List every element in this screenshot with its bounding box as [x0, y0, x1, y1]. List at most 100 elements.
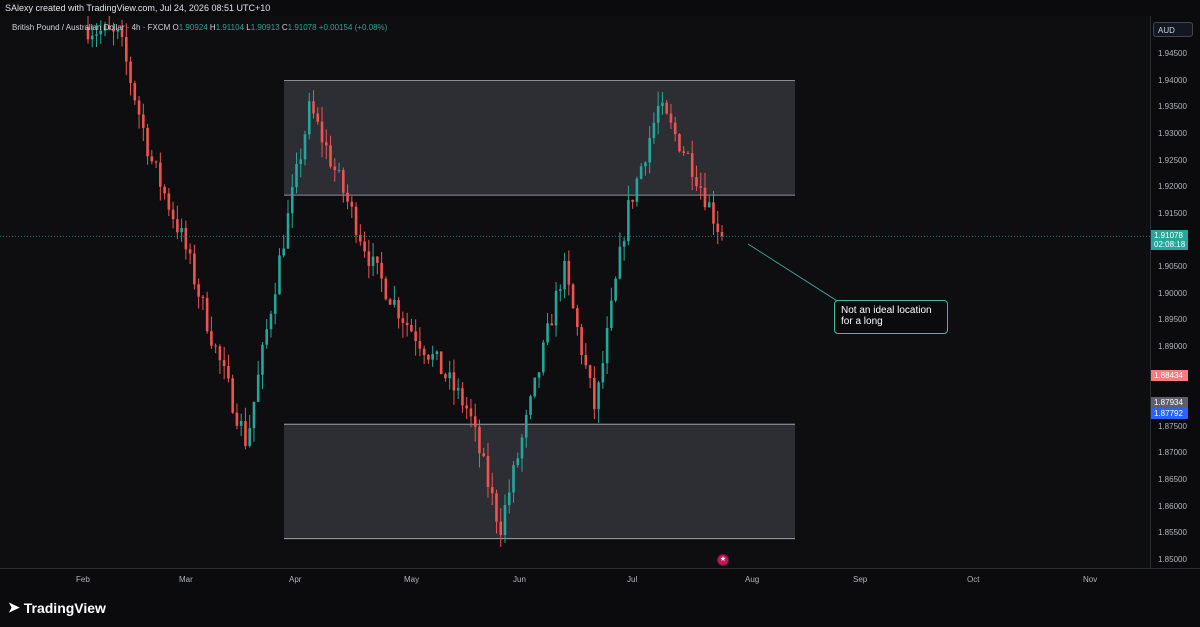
price-tick-label: 1.87500: [1158, 421, 1187, 431]
candle-body: [103, 25, 107, 31]
candle-body: [644, 162, 647, 167]
price-axis[interactable]: [1150, 16, 1200, 568]
price-tag-blue: 1.87792: [1151, 408, 1188, 419]
candle-body: [533, 377, 537, 397]
candle-body: [720, 232, 724, 237]
candle-body: [580, 327, 583, 356]
candle-body: [180, 227, 183, 233]
candle-body: [184, 227, 188, 250]
price-tick-label: 1.85000: [1158, 555, 1187, 564]
tradingview-logo-icon: ➤: [8, 599, 20, 615]
candle-body: [707, 202, 711, 208]
candle-body: [359, 234, 362, 242]
candle-body: [461, 388, 464, 406]
annotation-line-2: for a long: [841, 316, 883, 327]
candle-body: [490, 486, 494, 494]
time-tick-label: Jun: [513, 575, 526, 584]
candle-body: [388, 299, 392, 305]
candle-body: [176, 219, 179, 233]
candle-body: [201, 296, 205, 298]
candle-body: [512, 465, 515, 493]
annotation-line-1: Not an ideal location: [841, 305, 932, 316]
candle-body: [282, 248, 286, 256]
time-tick-label: Apr: [289, 575, 302, 584]
candle-body: [605, 328, 609, 364]
candle-body: [342, 170, 345, 193]
candle-body: [235, 412, 239, 426]
candle-body: [414, 331, 417, 342]
candle-body: [686, 152, 690, 154]
annotation-callout[interactable]: Not an ideal location for a long: [834, 300, 948, 334]
candle-body: [593, 377, 596, 410]
price-tick-label: 1.89000: [1158, 341, 1187, 351]
candle-body: [227, 366, 230, 379]
time-tick-label: Oct: [967, 575, 980, 584]
candle-body: [393, 299, 396, 305]
candle-body: [656, 105, 660, 123]
price-tick-label: 1.86000: [1158, 501, 1187, 511]
candle-body: [546, 323, 549, 343]
candle-body: [244, 420, 247, 446]
candle-body: [303, 134, 307, 160]
candle-body: [703, 187, 707, 208]
candle-body: [120, 30, 124, 37]
candle-body: [376, 256, 379, 263]
candle-body: [269, 313, 273, 330]
candle-body: [482, 453, 486, 457]
candle-body: [231, 378, 234, 413]
candle-body: [218, 346, 222, 361]
candle-body: [422, 348, 426, 356]
candle-body: [444, 374, 447, 379]
candle-body: [631, 199, 634, 202]
candle-body: [320, 121, 324, 143]
candle-body: [665, 102, 668, 114]
candle-body: [516, 458, 520, 466]
price-tag-red: 1.88434: [1151, 370, 1188, 381]
callout-pointer-line: [747, 243, 843, 305]
candle-body: [410, 325, 413, 332]
candle-body: [137, 100, 141, 115]
candle-body: [537, 372, 541, 378]
currency-selector[interactable]: AUD: [1153, 22, 1193, 37]
candle-body: [367, 251, 371, 266]
candle-body: [584, 355, 588, 366]
candlestick-chart[interactable]: [0, 16, 1150, 568]
candle-body: [550, 323, 554, 326]
candle-body: [193, 253, 196, 285]
price-tick-label: 1.92000: [1158, 182, 1187, 192]
candle-body: [188, 249, 192, 254]
candle-body: [427, 355, 430, 360]
time-axis[interactable]: Feb Mar Apr May Jun Jul Aug Sep Oct Nov: [0, 568, 1200, 589]
candle-body: [239, 420, 243, 426]
price-tick-label: 1.94500: [1158, 49, 1187, 58]
candle-body: [363, 241, 366, 252]
candle-body: [252, 401, 256, 429]
candle-body: [405, 322, 409, 326]
candle-body: [286, 213, 290, 249]
candle-body: [601, 363, 605, 383]
candle-body: [597, 382, 600, 410]
candle-body: [261, 344, 264, 375]
candle-body: [197, 284, 200, 297]
legend-symbol[interactable]: British Pound / Australian Dollar · 4h ·…: [12, 23, 171, 32]
chart-pane[interactable]: [0, 16, 1150, 568]
candle-body: [622, 241, 626, 247]
candle-body: [520, 437, 524, 459]
time-tick-label: May: [404, 575, 420, 584]
candle-body: [290, 187, 294, 214]
candle-body: [107, 25, 111, 30]
candle-body: [124, 36, 128, 62]
economic-event-icon[interactable]: ★: [717, 554, 729, 566]
candle-body: [210, 331, 213, 346]
candle-body: [486, 456, 490, 487]
candle-body: [529, 396, 532, 415]
candle-body: [418, 341, 422, 349]
candle-body: [716, 223, 720, 233]
candle-body: [469, 408, 473, 417]
chart-header: SAlexy created with TradingView.com, Jul…: [0, 0, 1200, 16]
candle-body: [554, 290, 558, 326]
candle-body: [627, 199, 630, 242]
candle-body: [661, 102, 664, 106]
candle-body: [669, 113, 673, 123]
time-tick-label: Jul: [627, 575, 638, 584]
